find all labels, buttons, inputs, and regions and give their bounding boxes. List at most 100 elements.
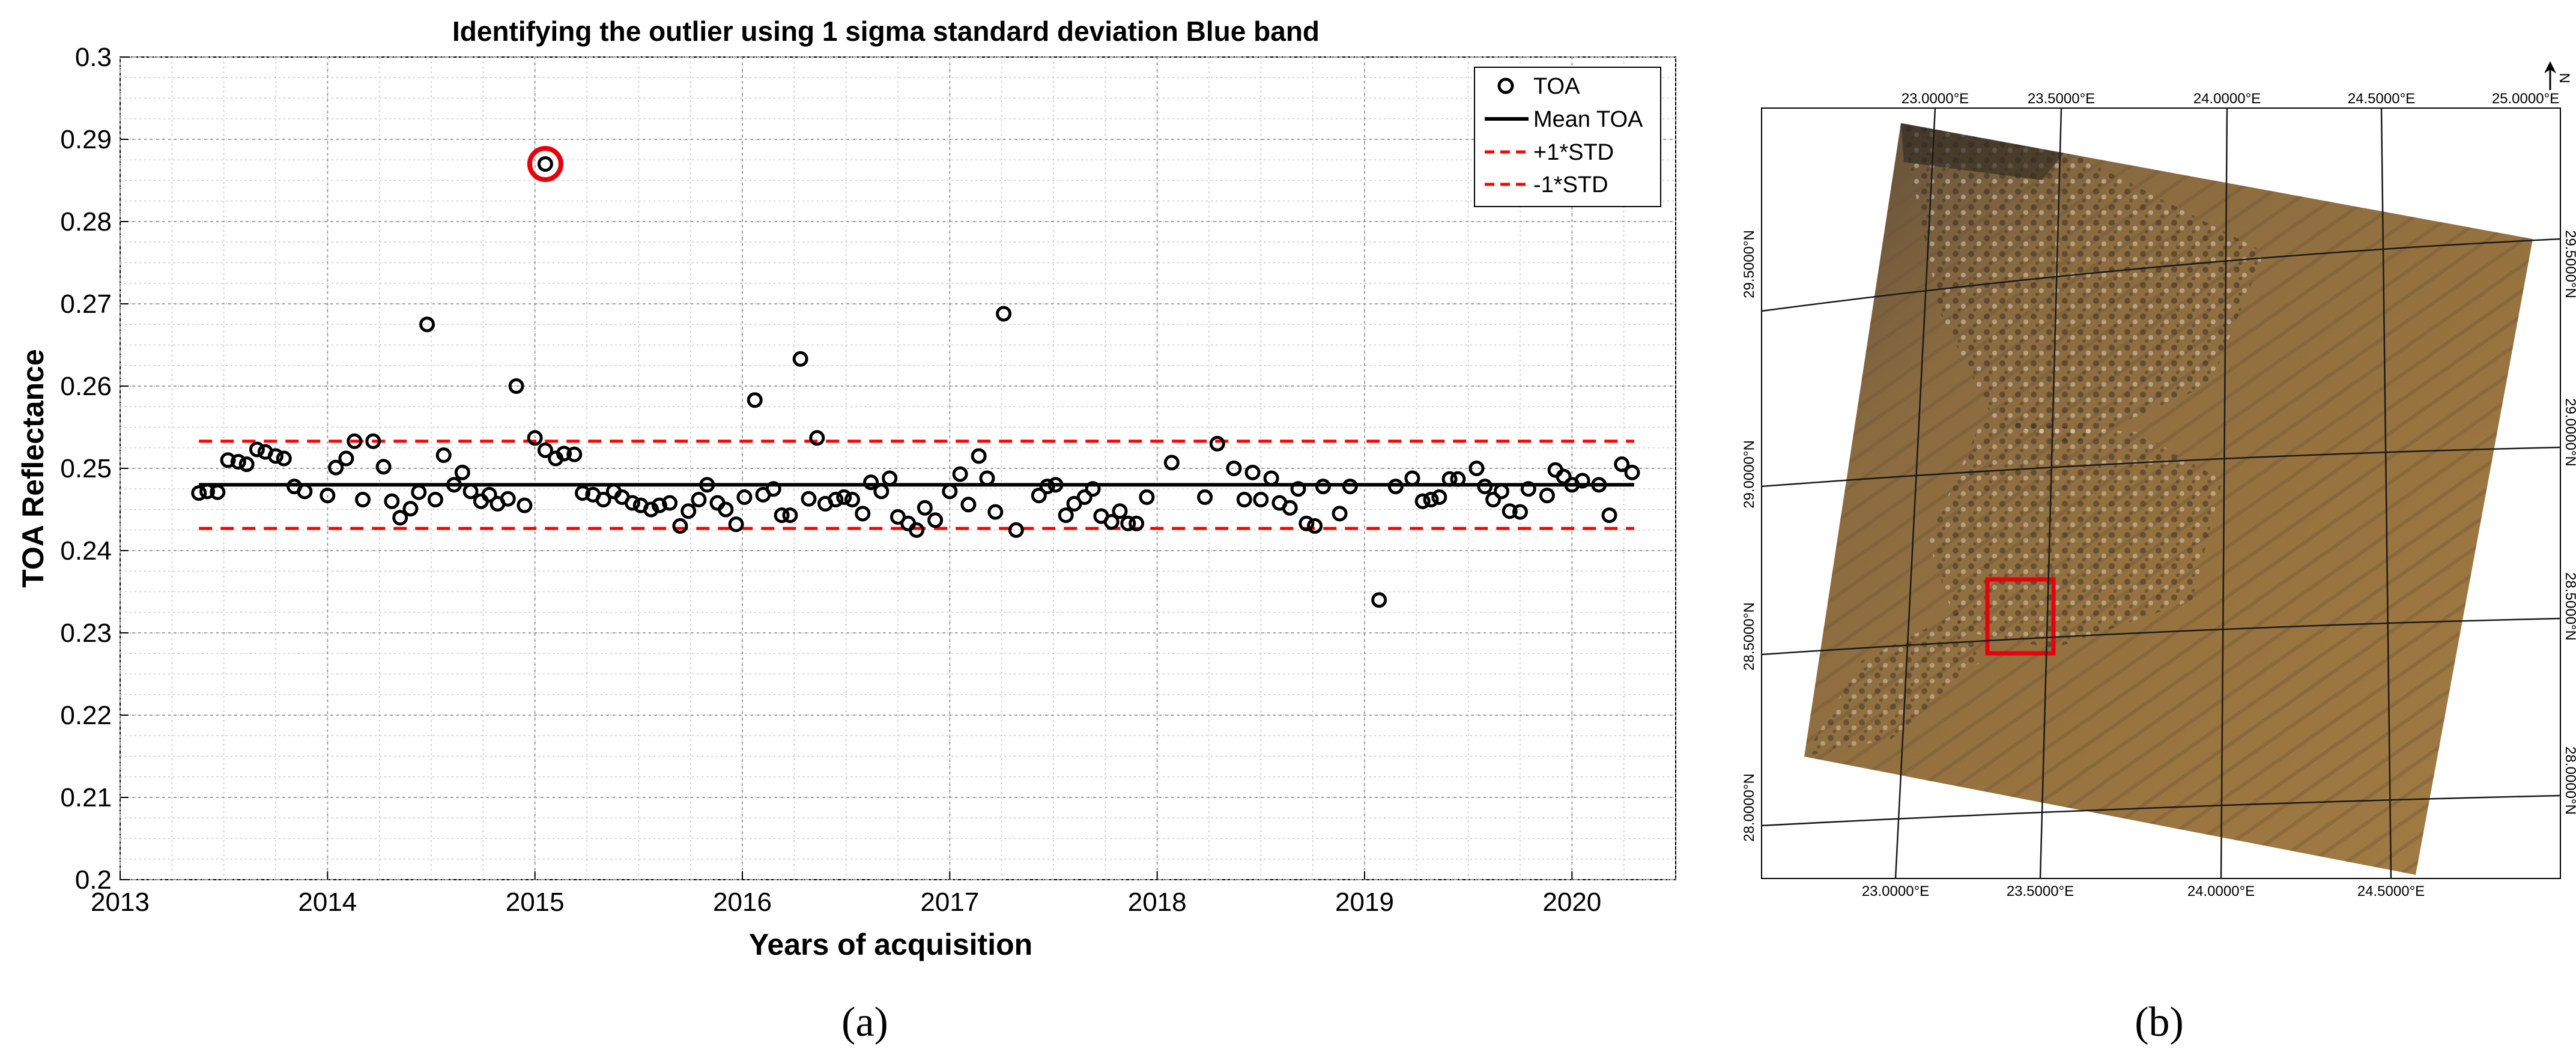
toa-point	[1493, 483, 1509, 500]
dark-strip-north	[1901, 123, 2066, 180]
toa-point	[365, 433, 381, 449]
rocky-terrain-central	[1928, 420, 2222, 648]
y-tick-label: 0.28	[60, 207, 112, 237]
toa-point	[1591, 477, 1607, 493]
toa-point	[1307, 518, 1323, 534]
toa-point	[1624, 464, 1640, 480]
x-tick-label: 2020	[1542, 887, 1601, 917]
map-top-lon-label: 24.5000°E	[2348, 91, 2415, 107]
toa-point	[1244, 464, 1261, 480]
toa-point	[462, 483, 479, 500]
rocky-terrain-north	[1901, 123, 2264, 444]
toa-point	[402, 501, 419, 517]
toa-point	[537, 156, 553, 172]
map-left-lat-label: 29.5000°N	[1741, 230, 1757, 298]
toa-point	[1047, 477, 1064, 493]
toa-point	[1263, 470, 1279, 486]
toa-point	[1502, 503, 1518, 519]
map-top-lon-label: 23.0000°E	[1902, 91, 1969, 107]
toa-point	[1282, 500, 1298, 516]
toa-point	[1299, 515, 1315, 531]
x-tick-label: 2013	[91, 887, 150, 917]
toa-point	[1477, 479, 1493, 495]
map-right-lat-label: 28.5000°N	[2562, 572, 2576, 641]
toa-point	[556, 446, 572, 462]
satellite-map: 23.0000°E 23.5000°E 24.0000°E 24.5000°E …	[1741, 61, 2576, 1045]
toa-point	[500, 491, 516, 507]
graticule-lon-24-5	[2380, 107, 2392, 879]
toa-point	[942, 483, 958, 500]
panel-label-b: (b)	[2135, 999, 2184, 1045]
toa-point	[199, 483, 216, 500]
toa-point	[672, 518, 688, 534]
legend-label-mean: Mean TOA	[1533, 107, 1643, 132]
toa-point	[566, 446, 583, 462]
toa-point	[1209, 435, 1225, 452]
outlier-highlight-circle	[527, 146, 563, 183]
toa-point	[863, 474, 879, 491]
toa-point	[736, 489, 753, 505]
toa-point	[210, 484, 226, 500]
toa-point	[699, 477, 715, 493]
map-bottom-lon-label: 23.5000°E	[2007, 883, 2074, 899]
toa-point	[624, 495, 640, 511]
map-left-lat-label: 29.0000°N	[1741, 440, 1757, 509]
toa-point	[595, 492, 611, 508]
toa-point	[927, 512, 944, 528]
north-label: N	[2556, 73, 2572, 83]
y-tick-label: 0.3	[75, 43, 112, 72]
toa-point	[765, 481, 781, 497]
toa-point	[662, 495, 678, 511]
toa-point	[1414, 493, 1431, 509]
toa-point	[419, 316, 435, 333]
graticule-lat-28-5	[1761, 617, 2561, 656]
toa-point	[338, 450, 354, 467]
legend-label-minus-std: -1*STD	[1533, 172, 1608, 198]
toa-point	[1431, 489, 1447, 505]
toa-point	[355, 492, 371, 508]
legend-label-plus-std: +1*STD	[1533, 140, 1614, 165]
y-tick-label: 0.23	[60, 618, 112, 648]
toa-point	[1614, 456, 1630, 473]
graticule-lon-24-0	[2220, 107, 2228, 879]
toa-point	[1085, 481, 1101, 497]
toa-point	[1468, 461, 1485, 476]
toa-point	[1387, 479, 1404, 495]
x-axis-label: Years of acquisition	[749, 928, 1032, 961]
toa-point	[1441, 471, 1458, 487]
legend-marker-toa	[1497, 77, 1514, 94]
study-area-box	[1985, 577, 2056, 656]
toa-point	[1520, 481, 1536, 497]
toa-point	[1120, 515, 1136, 531]
rocky-terrain-southwest	[1804, 612, 1982, 757]
toa-point	[517, 497, 533, 513]
x-tick-label: 2019	[1335, 887, 1394, 917]
map-bottom-lon-label: 24.0000°E	[2187, 883, 2255, 899]
toa-point	[527, 430, 543, 446]
toa-point	[1539, 488, 1555, 504]
toa-point	[1450, 471, 1466, 487]
map-right-tick-labels: 29.5000°N 29.0000°N 28.5000°N 28.0000°N	[2562, 230, 2576, 815]
y-tick-label: 0.24	[60, 536, 112, 566]
toa-point	[1139, 489, 1155, 505]
toa-point	[537, 442, 553, 458]
toa-point	[801, 491, 817, 507]
scatter-chart: Identifying the outlier using 1 sigma st…	[16, 16, 1676, 1045]
toa-point	[268, 448, 283, 464]
toa-point	[651, 497, 667, 513]
toa-point	[774, 507, 790, 524]
toa-point	[855, 506, 871, 522]
toa-point	[1031, 488, 1047, 504]
toa-point	[249, 441, 265, 458]
map-top-tick-labels: 23.0000°E 23.5000°E 24.0000°E 24.5000°E …	[1902, 91, 2559, 107]
graticule-lon-23-0	[1894, 107, 1936, 879]
toa-point	[1315, 479, 1331, 495]
toa-point	[191, 485, 207, 501]
toa-point	[836, 489, 852, 505]
toa-point	[873, 483, 889, 500]
satellite-scene	[1804, 123, 2533, 875]
toa-point	[882, 470, 898, 486]
y-tick-label: 0.21	[60, 783, 112, 812]
toa-point	[680, 503, 697, 519]
